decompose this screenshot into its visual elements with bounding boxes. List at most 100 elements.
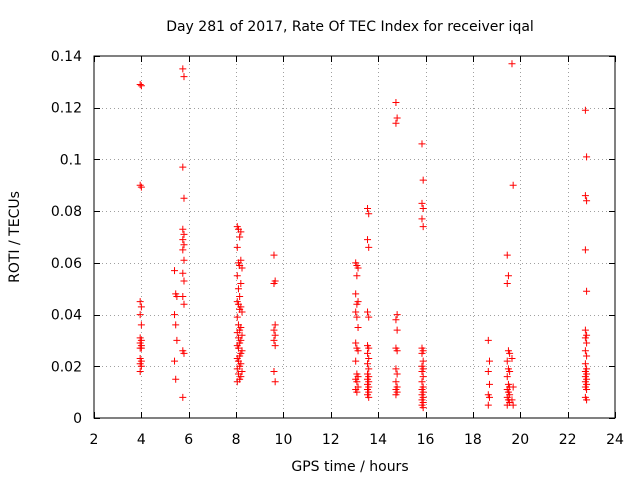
data-point — [171, 311, 179, 319]
data-point — [270, 280, 278, 288]
data-point — [172, 321, 180, 329]
data-point — [509, 181, 517, 189]
data-point — [237, 280, 245, 288]
x-tick-label: 18 — [464, 432, 482, 448]
data-point — [238, 367, 246, 375]
data-point — [352, 290, 360, 298]
data-point — [137, 362, 145, 370]
data-point — [503, 251, 511, 259]
x-tick-label: 8 — [232, 432, 241, 448]
chart-title: Day 281 of 2017, Rate Of TEC Index for r… — [166, 19, 534, 35]
data-point — [508, 60, 516, 68]
data-point — [236, 233, 244, 241]
data-point — [508, 396, 516, 404]
data-point — [393, 347, 401, 355]
data-point — [418, 140, 426, 148]
data-point — [179, 246, 187, 254]
data-point — [136, 298, 144, 306]
data-point — [418, 367, 426, 375]
data-points — [136, 60, 591, 412]
data-point — [393, 326, 401, 334]
data-point — [171, 357, 179, 365]
data-point — [419, 205, 427, 213]
data-point — [180, 194, 188, 202]
data-point — [365, 210, 373, 218]
data-point — [136, 181, 144, 189]
data-point — [173, 292, 181, 300]
data-point — [581, 347, 589, 355]
data-point — [392, 391, 400, 399]
y-tick-label: 0.14 — [51, 49, 82, 65]
data-point — [233, 243, 241, 251]
data-point — [581, 246, 589, 254]
data-point — [365, 313, 373, 321]
data-point — [418, 215, 426, 223]
data-point — [270, 326, 278, 334]
data-point — [484, 367, 492, 375]
data-point — [581, 106, 589, 114]
x-tick-label: 20 — [511, 432, 529, 448]
data-point — [238, 308, 246, 316]
data-point — [365, 393, 373, 401]
data-point — [180, 349, 188, 357]
x-tick-label: 10 — [275, 432, 293, 448]
data-point — [419, 373, 427, 381]
data-point — [392, 365, 400, 373]
data-point — [136, 80, 144, 88]
x-tick-label: 24 — [606, 432, 624, 448]
data-point — [365, 365, 373, 373]
data-point — [137, 82, 145, 90]
data-point — [485, 393, 493, 401]
data-point — [581, 326, 589, 334]
x-tick-label: 6 — [184, 432, 193, 448]
data-point — [233, 313, 241, 321]
data-point — [392, 378, 400, 386]
data-point — [364, 360, 372, 368]
y-tick-label: 0.02 — [51, 359, 82, 375]
data-point — [581, 334, 589, 342]
data-point — [583, 386, 591, 394]
data-point — [393, 114, 401, 122]
data-point — [354, 324, 362, 331]
data-point — [583, 287, 591, 295]
data-point — [136, 311, 144, 319]
data-point — [504, 272, 512, 280]
data-point — [180, 73, 188, 81]
data-point — [503, 401, 511, 409]
data-point — [419, 357, 427, 365]
data-point — [234, 285, 242, 293]
data-point — [136, 367, 144, 375]
data-point — [179, 225, 187, 233]
x-tick-label: 14 — [369, 432, 387, 448]
grid-lines — [94, 56, 615, 418]
data-point — [137, 183, 145, 191]
data-point — [236, 292, 244, 300]
data-point — [352, 308, 360, 316]
data-point — [233, 272, 241, 280]
data-point — [271, 342, 279, 350]
data-point — [352, 357, 360, 365]
data-point — [365, 243, 373, 251]
y-tick-label: 0 — [73, 411, 82, 427]
data-point — [509, 383, 517, 391]
y-tick-label: 0.08 — [51, 204, 82, 220]
data-point — [484, 336, 492, 344]
data-point — [503, 357, 511, 365]
data-point — [354, 347, 362, 355]
x-tick-label: 16 — [417, 432, 435, 448]
data-point — [503, 373, 511, 381]
data-point — [353, 313, 361, 321]
y-tick-label: 0.12 — [51, 101, 82, 117]
data-point — [353, 300, 361, 308]
data-point — [583, 352, 591, 360]
x-tick-label: 12 — [322, 432, 340, 448]
data-point — [179, 269, 187, 277]
data-point — [271, 321, 279, 329]
data-point — [180, 300, 188, 308]
data-point — [583, 153, 591, 161]
data-point — [392, 99, 400, 107]
data-point — [392, 119, 400, 127]
data-point — [364, 349, 372, 357]
data-point — [179, 393, 187, 401]
data-point — [365, 344, 373, 352]
